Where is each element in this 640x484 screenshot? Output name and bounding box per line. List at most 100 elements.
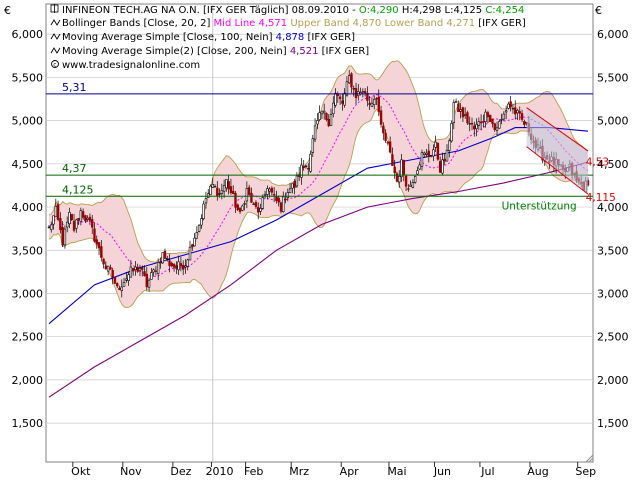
- legend-low-value: 4,125: [453, 5, 482, 16]
- legend-ma100-value: 4,878: [276, 32, 305, 43]
- x-tick-label: 2010: [206, 465, 234, 478]
- candle: [429, 154, 433, 158]
- candle: [313, 118, 317, 143]
- legend-close-value: 4,254: [496, 5, 525, 16]
- candle: [88, 213, 92, 226]
- candle: [493, 122, 496, 132]
- legend-source: www.tradesignalonline.com: [62, 60, 200, 71]
- candle: [81, 208, 85, 220]
- candle: [436, 142, 440, 161]
- legend-ma100-name: Moving Average Simple [Close, 100, Nein]: [62, 32, 276, 43]
- candle: [113, 276, 117, 285]
- y-tick-label-right: 3,500: [597, 244, 629, 257]
- candle: [102, 258, 105, 269]
- legend-bollinger-lower: Lower Band 4,271: [384, 18, 475, 29]
- candle: [68, 207, 71, 228]
- legend-ma100-suffix: [IFX GER]: [304, 32, 355, 43]
- candle: [425, 149, 428, 158]
- candle: [334, 88, 337, 108]
- candle: [466, 110, 469, 125]
- hline-label: 4,125: [62, 183, 94, 196]
- candle: [120, 279, 123, 298]
- candle: [297, 166, 301, 182]
- y-tick-label-right: 3,000: [597, 287, 629, 300]
- candle: [181, 260, 185, 276]
- candle: [352, 85, 355, 97]
- candle: [131, 267, 135, 276]
- candle: [170, 261, 174, 268]
- candle: [395, 171, 399, 183]
- candle: [502, 111, 506, 122]
- moving-average-layer: [48, 127, 589, 398]
- y-tick-label-right: 6,000: [597, 28, 629, 41]
- candle: [234, 190, 237, 214]
- candle: [329, 108, 333, 126]
- candle: [63, 225, 67, 249]
- candle: [86, 215, 89, 222]
- candle: [186, 258, 189, 271]
- legend-bollinger-suffix: [IFX GER]: [475, 18, 526, 29]
- candle: [477, 117, 481, 130]
- candle: [438, 156, 442, 173]
- candle: [100, 239, 103, 262]
- candle: [350, 72, 353, 94]
- y-tick-label-right: 4,500: [597, 158, 629, 171]
- candle: [225, 179, 228, 192]
- candle: [489, 114, 492, 123]
- candle: [509, 95, 512, 112]
- candle: [161, 252, 164, 264]
- candle: [47, 225, 51, 229]
- annotation-1: 4,53: [586, 156, 609, 168]
- candle: [341, 93, 344, 111]
- candle: [259, 203, 262, 216]
- candle: [402, 159, 405, 182]
- candle: [338, 94, 342, 105]
- candle: [379, 105, 383, 128]
- candle: [479, 114, 483, 131]
- y-tick-label-left: 1,500: [12, 417, 44, 430]
- candle: [200, 214, 203, 229]
- candle: [363, 88, 367, 97]
- candle: [409, 180, 412, 187]
- candle: [284, 192, 287, 204]
- legend-ma200-suffix: [IFX GER]: [318, 46, 369, 57]
- trend-channel-fill: [526, 107, 588, 195]
- legend-row-source: c www.tradesignalonline.com: [51, 60, 200, 71]
- candle: [443, 153, 446, 166]
- candle: [391, 147, 394, 167]
- x-tick-label: Mai: [387, 465, 406, 478]
- candle: [325, 112, 328, 122]
- y-tick-label-left: 5,000: [12, 115, 44, 128]
- candle: [141, 265, 144, 277]
- candle: [420, 149, 424, 171]
- svg-text:Moving Average Simple(2) [Clos: Moving Average Simple(2) [Close, 200, Ne…: [62, 46, 369, 57]
- candle: [445, 144, 449, 162]
- candle: [511, 103, 515, 114]
- resize-grip-icon[interactable]: [585, 454, 594, 463]
- hline-label: 4,37: [62, 162, 87, 175]
- candle: [252, 202, 255, 206]
- svg-text:c: c: [53, 61, 56, 68]
- candle: [77, 218, 80, 225]
- candle: [125, 272, 128, 283]
- candle: [434, 135, 437, 152]
- y-tick-label-right: 2,500: [597, 331, 629, 344]
- candle: [348, 69, 351, 85]
- y-tick-label-left: 3,500: [12, 244, 44, 257]
- x-tick-label: Apr: [340, 465, 360, 478]
- candle: [461, 106, 465, 122]
- plot-frame: [45, 3, 594, 463]
- candle: [520, 109, 524, 122]
- candle: [473, 121, 476, 137]
- candle: [386, 140, 390, 146]
- grid-layer: [45, 3, 594, 463]
- candle: [188, 240, 192, 261]
- annotation-2: 4,115: [586, 192, 616, 204]
- candle: [93, 222, 96, 243]
- candle: [318, 105, 321, 122]
- trend-channel-upper: [526, 107, 589, 152]
- candle: [418, 161, 421, 170]
- candle: [204, 191, 208, 209]
